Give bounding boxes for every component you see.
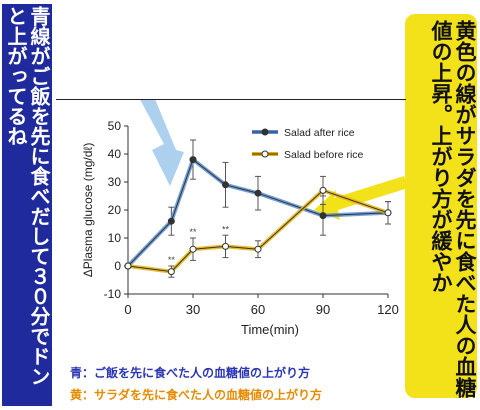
y-tick-label: -10 [104, 287, 122, 301]
data-point [254, 189, 262, 197]
data-point [319, 212, 327, 220]
y-tick-label: 30 [108, 175, 122, 189]
data-point [384, 209, 392, 217]
legend-marker [261, 128, 269, 136]
y-tick-label: 40 [108, 147, 122, 161]
y-tick-label: 20 [108, 203, 122, 217]
right-callout-text: 黄色の線がサラダを先に食べた人の血糖値の上昇。上がり方が緩やか [429, 20, 477, 398]
x-tick-label: 30 [186, 302, 200, 317]
data-point [189, 156, 197, 164]
data-point [189, 245, 197, 253]
note-blue: 青：ご飯を先に食べた人の血糖値の上がり方 [70, 366, 311, 380]
legend-marker [261, 150, 269, 158]
significance-mark: ** [168, 255, 176, 265]
x-tick-label: 60 [251, 302, 265, 317]
data-point [167, 268, 175, 276]
left-callout-text: 青線がご飯を先に食べだして３０分でドンと上がってるね [4, 6, 51, 386]
right-callout-box [405, 14, 477, 398]
blue-callout-arrow [140, 100, 184, 186]
data-point [222, 181, 229, 189]
data-point [167, 217, 175, 225]
y-axis-label: ΔPlasma glucose (mg/dℓ) [81, 143, 95, 278]
data-point [222, 242, 229, 250]
legend-label: Salad after rice [284, 127, 355, 139]
significance-mark: ** [222, 224, 230, 234]
left-callout-box [2, 4, 52, 406]
data-point [319, 186, 327, 194]
significance-mark: ** [189, 227, 197, 237]
y-tick-label: 0 [114, 259, 121, 273]
x-tick-label: 90 [316, 302, 330, 317]
chart-top-border [56, 99, 406, 100]
data-point [254, 245, 262, 253]
x-tick-label: 0 [124, 302, 131, 317]
note-yellow: 黄：サラダを先に食べた人の血糖値の上がり方 [70, 388, 323, 402]
data-point [124, 262, 132, 270]
x-axis-label: Time(min) [241, 322, 299, 337]
x-tick-label: 120 [377, 302, 399, 317]
y-tick-label: 50 [108, 119, 122, 133]
y-tick-label: 10 [108, 231, 122, 245]
legend-label: Salad before rice [284, 149, 364, 161]
yellow-callout-arrow [314, 176, 408, 220]
